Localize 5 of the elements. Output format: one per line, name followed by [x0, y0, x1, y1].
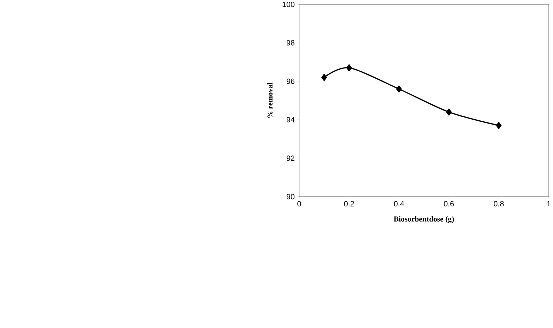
point: [496, 122, 502, 130]
point: [396, 86, 402, 93]
point: [346, 64, 352, 72]
point: [446, 108, 452, 116]
point: [322, 74, 328, 82]
